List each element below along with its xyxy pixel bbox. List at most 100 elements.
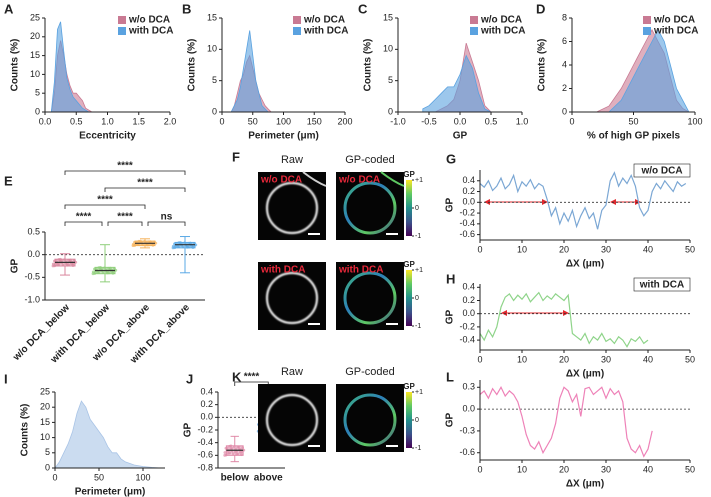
y-tick-label: -0.2	[459, 207, 475, 217]
area	[230, 30, 272, 113]
panel-letter: G	[446, 151, 456, 166]
y-tick-label: 5	[45, 447, 50, 457]
column-title: Raw	[281, 154, 303, 166]
legend-swatch	[643, 27, 651, 35]
y-tick-label: 15	[207, 12, 217, 22]
x-tick-label: 100	[687, 116, 702, 126]
panel-letter: B	[182, 1, 191, 16]
colorbar	[406, 392, 412, 448]
legend-swatch	[470, 27, 478, 35]
y-tick-label: 0.4	[462, 175, 475, 185]
jitter-dot	[223, 451, 227, 454]
legend-label: w/o DCA	[303, 15, 345, 26]
x-tick-label: 1.5	[132, 116, 145, 126]
x-tick-label: 40	[643, 464, 653, 474]
x-axis-label: Perimeter (μm)	[75, 487, 146, 497]
bracket	[64, 170, 186, 175]
membrane-ring	[265, 181, 319, 235]
y-tick-label: 15	[383, 12, 393, 22]
y-tick-label: 0.0	[462, 197, 475, 207]
colorbar-title: GP	[403, 170, 415, 179]
jitter-dot	[61, 263, 65, 267]
y-tick-label: 10	[383, 44, 393, 54]
y-tick-label: 25	[40, 386, 50, 396]
significance: ns	[161, 212, 173, 223]
y-tick-label: 0	[35, 106, 40, 116]
area	[54, 400, 161, 469]
membrane-ring	[343, 181, 397, 235]
y-axis-label: GP	[183, 422, 194, 437]
y-axis-label: Counts (%)	[363, 39, 374, 92]
x-tick-label: 30	[601, 244, 611, 254]
x-tick-label: 0.0	[454, 116, 467, 126]
y-tick-label: 10	[40, 432, 50, 442]
x-tick-label: 1.0	[516, 116, 529, 126]
significance: ****	[117, 212, 133, 223]
y-tick-label: 6	[562, 36, 567, 46]
y-tick-label: -0.2	[197, 424, 213, 434]
bracket	[104, 187, 186, 192]
y-tick-label: -0.8	[197, 462, 213, 472]
y-tick-label: -0.4	[459, 218, 475, 228]
y-tick-label: 0	[562, 106, 567, 116]
panel-letter: A	[4, 1, 14, 16]
x-axis-label: % of high GP pixels	[587, 131, 681, 142]
x-tick-label: 50	[248, 116, 258, 126]
legend-swatch	[118, 27, 126, 35]
y-axis-label: GP	[445, 197, 456, 212]
legend-label: w/o DCA	[128, 15, 170, 26]
y-tick-label: 0.0	[462, 308, 475, 318]
jitter-dot	[230, 446, 234, 450]
panel-letter: E	[4, 173, 13, 188]
colorbar	[406, 270, 412, 326]
x-tick-label: 100	[276, 116, 291, 126]
x-tick-label: 50	[685, 244, 695, 254]
jitter-dot	[60, 259, 64, 263]
colorbar-tick-label: -1	[415, 233, 421, 240]
y-tick-label: -0.6	[197, 450, 213, 460]
colorbar-tick-label: -1	[415, 323, 421, 330]
bracket	[64, 221, 103, 226]
x-tick-label: 20	[559, 244, 569, 254]
y-tick-label: 5	[35, 88, 40, 98]
colorbar-title: GP	[403, 260, 415, 269]
line	[479, 171, 687, 230]
line	[479, 386, 653, 458]
y-tick-label: -0.4	[197, 437, 213, 447]
colorbar-tick-label: -1	[415, 445, 421, 452]
y-tick-label: -0.4	[459, 334, 475, 344]
panel-letter: F	[232, 149, 240, 164]
x-tick-label: 0	[569, 116, 574, 126]
row-label: w/o DCA	[260, 175, 302, 186]
annotation-box	[633, 277, 691, 292]
x-tick-label: 0	[52, 472, 57, 482]
panel-letter: D	[536, 1, 545, 16]
x-tick-label: -0.5	[421, 116, 437, 126]
y-tick-label: 0.3	[462, 382, 475, 392]
y-tick-label: 0.2	[462, 295, 475, 305]
legend-label: w/o DCA	[480, 15, 522, 26]
y-tick-label: 20	[40, 402, 50, 412]
membrane-ring	[343, 393, 397, 447]
membrane-ring	[343, 271, 397, 325]
column-title: GP-coded	[345, 154, 395, 166]
colorbar	[406, 180, 412, 236]
significance: ****	[76, 212, 92, 223]
x-tick-label: 30	[601, 464, 611, 474]
x-tick-label: 1.0	[101, 116, 114, 126]
y-tick-label: 10	[30, 69, 40, 79]
x-tick-label: 10	[517, 244, 527, 254]
x-tick-label: 0	[477, 244, 482, 254]
x-tick-label: 40	[643, 244, 653, 254]
x-tick-label: 20	[559, 354, 569, 364]
y-tick-label: 8	[562, 12, 567, 22]
x-tick-label: 150	[307, 116, 322, 126]
y-tick-label: 0	[45, 462, 50, 472]
colorbar-title: GP	[403, 382, 415, 391]
panel-letter: I	[4, 371, 8, 386]
x-tick-label: 0	[477, 464, 482, 474]
x-axis-label: ΔX (μm)	[566, 479, 604, 490]
annotation: with DCA	[639, 280, 684, 291]
neighbor-arc	[302, 171, 327, 187]
